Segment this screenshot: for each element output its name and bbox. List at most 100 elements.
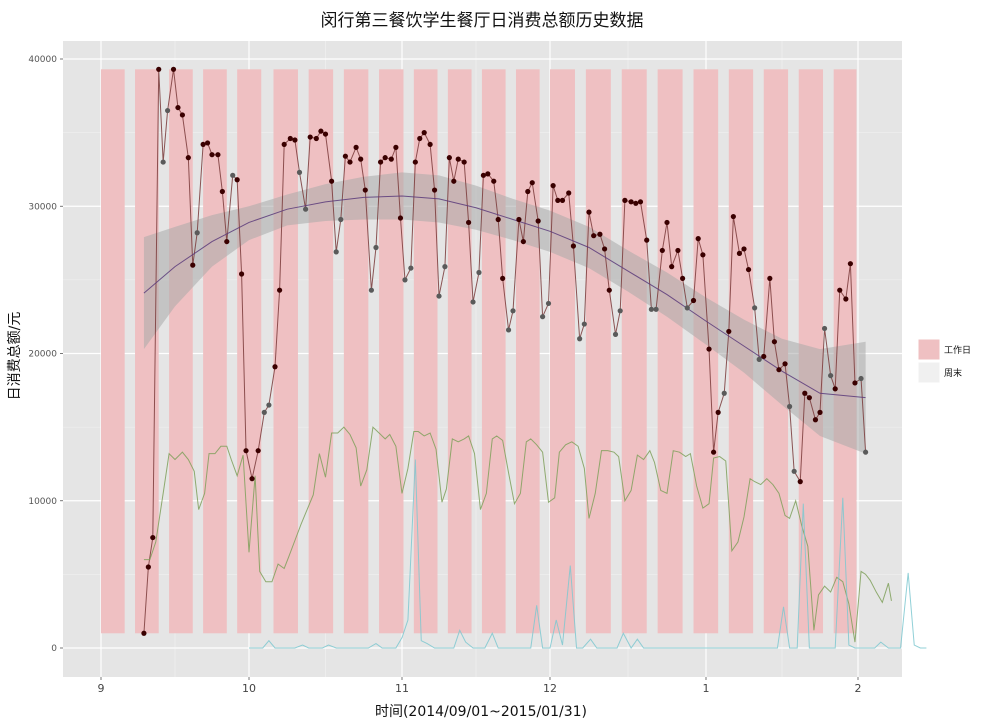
legend-label: 周末 <box>944 367 962 379</box>
data-point <box>791 468 797 474</box>
weekday-band <box>203 69 227 634</box>
weekday-band <box>621 69 647 634</box>
data-point <box>812 417 819 423</box>
data-point <box>234 177 240 183</box>
data-point <box>606 287 612 293</box>
data-point <box>455 156 461 162</box>
data-point <box>347 159 353 165</box>
data-point <box>261 409 267 415</box>
data-point <box>476 269 482 276</box>
x-tick-label: 12 <box>543 682 557 695</box>
data-point <box>684 305 690 311</box>
data-point <box>730 213 736 220</box>
y-axis-ticks: 0 10000 20000 30000 40000 <box>28 55 63 654</box>
x-tick-label: 1 <box>703 682 710 695</box>
data-point <box>745 266 752 273</box>
data-point <box>156 66 162 72</box>
data-point <box>817 409 823 415</box>
data-point <box>821 325 828 332</box>
green-series-line <box>143 426 892 643</box>
data-point <box>338 216 344 223</box>
data-point <box>706 346 712 352</box>
weekday-band <box>379 69 404 634</box>
weekday-band <box>413 69 438 634</box>
data-point <box>581 321 587 327</box>
data-point <box>150 534 156 541</box>
data-point <box>529 180 535 186</box>
data-point <box>303 206 309 212</box>
data-point <box>858 375 864 382</box>
data-point <box>711 449 717 455</box>
data-point <box>190 262 196 268</box>
data-point <box>700 252 706 258</box>
data-point <box>185 155 191 161</box>
data-point <box>175 104 181 111</box>
data-point <box>431 187 438 193</box>
data-point <box>358 156 364 162</box>
data-point <box>721 390 727 396</box>
weekday-band <box>550 69 575 634</box>
data-point <box>249 476 255 482</box>
series-lines <box>143 69 927 649</box>
data-point <box>664 219 670 226</box>
data-point <box>461 159 467 165</box>
data-point <box>204 140 211 146</box>
data-point <box>852 380 858 386</box>
data-point <box>555 197 561 203</box>
data-point <box>715 409 721 415</box>
data-point <box>806 395 812 401</box>
y-tick-label: 30000 <box>28 202 57 212</box>
data-point <box>402 277 408 283</box>
data-point <box>516 216 522 223</box>
data-point <box>165 107 171 114</box>
data-point <box>787 403 793 410</box>
data-point <box>675 247 681 254</box>
data-point <box>505 327 512 333</box>
data-point <box>782 361 788 367</box>
data-point <box>653 306 659 312</box>
data-point <box>307 134 313 140</box>
data-point <box>329 178 335 184</box>
data-point <box>832 386 838 392</box>
data-point <box>761 353 767 360</box>
y-tick-label: 20000 <box>28 350 57 360</box>
data-point <box>828 372 834 379</box>
data-point <box>466 219 472 226</box>
data-point <box>540 314 546 320</box>
weekday-band <box>481 69 506 634</box>
data-point <box>145 564 151 570</box>
data-point <box>388 156 394 162</box>
data-point <box>771 339 778 345</box>
data-point <box>179 112 185 118</box>
data-point <box>296 169 303 175</box>
data-point <box>485 171 491 177</box>
weekday-band <box>308 69 334 634</box>
data-point <box>446 155 452 161</box>
confidence-band-area <box>143 172 866 454</box>
weekday-band <box>101 69 125 634</box>
data-point <box>382 155 388 161</box>
data-point <box>215 152 221 158</box>
data-point <box>292 137 298 143</box>
data-point <box>141 630 147 636</box>
data-point <box>160 159 166 165</box>
data-point <box>637 199 644 205</box>
data-point <box>690 297 697 304</box>
data-point <box>669 264 675 270</box>
data-point <box>597 231 603 237</box>
data-point <box>622 197 628 203</box>
data-point <box>281 141 287 148</box>
data-point <box>776 367 782 373</box>
data-point <box>170 66 177 72</box>
data-point <box>224 238 230 245</box>
x-tick-label: 11 <box>395 682 409 695</box>
data-point <box>200 141 206 148</box>
data-point <box>756 356 762 362</box>
weekday-band <box>343 69 369 634</box>
data-point <box>752 305 758 311</box>
data-point <box>847 261 854 267</box>
data-point <box>313 135 319 142</box>
data-point <box>230 172 236 178</box>
data-point <box>194 230 200 236</box>
